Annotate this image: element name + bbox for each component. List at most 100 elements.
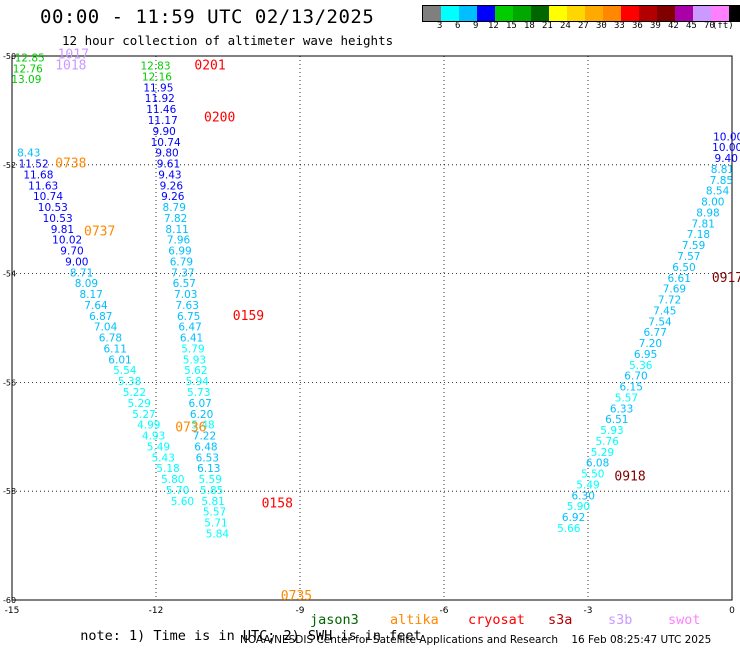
color-legend-label: 70 — [704, 21, 715, 31]
swh-value-label: 6.01 — [108, 354, 131, 366]
swh-value-label: 5.94 — [186, 376, 210, 388]
swh-value-label: 7.54 — [648, 316, 672, 328]
color-legend-label: 42 — [668, 21, 679, 31]
swh-value-label: 8.79 — [163, 202, 186, 214]
swh-value-label: 5.71 — [204, 518, 227, 530]
swh-value-label: 8.81 — [711, 164, 734, 176]
track-time-label: 0738 — [55, 157, 86, 172]
swh-value-label: 6.08 — [586, 458, 609, 470]
color-legend-label: 3 — [437, 21, 443, 31]
swh-value-label: 7.82 — [164, 213, 187, 225]
swh-value-label: 10.74 — [33, 191, 63, 203]
swh-value-label: 9.26 — [161, 191, 185, 203]
y-tick-label: -54 — [3, 270, 16, 279]
x-tick-label: -9 — [296, 606, 305, 616]
swh-value-label: 8.43 — [17, 148, 40, 160]
swh-value-label: 6.70 — [624, 371, 647, 383]
swh-value-label: 5.79 — [181, 343, 204, 355]
swh-value-label: 8.17 — [80, 289, 103, 301]
color-swatch — [675, 6, 693, 21]
swh-value-label: 8.11 — [165, 224, 188, 236]
track-time-label: 0159 — [233, 309, 264, 324]
color-swatch — [711, 6, 729, 21]
swh-value-label: 5.57 — [615, 392, 638, 404]
track-time-label: 0201 — [194, 59, 225, 74]
swh-value-label: 9.70 — [60, 246, 83, 258]
swh-value-label: 9.61 — [157, 159, 180, 171]
swh-value-label: 8.09 — [75, 278, 98, 290]
swh-value-label: 6.07 — [188, 398, 211, 410]
swh-value-label: 6.11 — [104, 343, 127, 355]
color-legend-label: 15 — [506, 21, 517, 31]
color-legend-label: 21 — [542, 21, 553, 31]
satellite-legend-jason3: jason3 — [310, 612, 359, 628]
satellite-legend-altika: altika — [390, 612, 439, 628]
swh-value-label: 11.63 — [28, 180, 58, 192]
swh-value-label: 4.99 — [137, 420, 160, 432]
color-legend-label: 24 — [560, 21, 571, 31]
swh-value-label: 11.46 — [146, 104, 176, 116]
swh-value-label: 6.47 — [178, 322, 201, 334]
swh-value-label: 5.70 — [166, 485, 189, 497]
swh-value-label: 5.18 — [156, 463, 179, 475]
color-swatch — [423, 6, 441, 21]
page-title: 00:00 - 11:59 UTC 02/13/2025 — [40, 6, 375, 28]
swh-value-label: 7.03 — [174, 289, 197, 301]
swh-value-label: 6.79 — [170, 256, 193, 268]
swh-value-label: 6.30 — [572, 490, 595, 502]
swh-value-label: 7.20 — [639, 338, 662, 350]
color-swatch — [459, 6, 477, 21]
swh-value-label: 5.76 — [596, 436, 620, 448]
swh-value-label: 10.53 — [38, 202, 68, 214]
color-swatch — [495, 6, 513, 21]
color-legend-label: 18 — [524, 21, 535, 31]
plot-frame — [11, 55, 733, 601]
swh-value-label: 5.84 — [206, 528, 230, 540]
swh-value-label: 9.00 — [65, 256, 88, 268]
swh-value-label: 10.00 — [712, 142, 740, 154]
swh-value-label: 9.90 — [152, 126, 175, 138]
swh-value-label: 6.53 — [196, 452, 219, 464]
color-swatch — [657, 6, 675, 21]
swh-value-label: 6.95 — [634, 349, 657, 361]
color-swatch — [729, 6, 740, 21]
swh-value-label: 7.64 — [84, 300, 108, 312]
track-time-label: 0735 — [281, 589, 312, 604]
swh-value-label: 9.43 — [158, 169, 181, 181]
swh-value-label: 10.02 — [52, 235, 82, 247]
swh-value-label: 8.71 — [70, 267, 93, 279]
swh-value-label: 5.29 — [591, 447, 614, 459]
swh-value-label: 11.92 — [145, 93, 175, 105]
swh-value-label: 7.18 — [687, 229, 710, 241]
track-time-label: 0200 — [204, 110, 235, 125]
track-time-label: 0917 — [712, 271, 740, 286]
color-legend-label: 12 — [488, 21, 499, 31]
swh-value-label: 6.61 — [668, 273, 691, 285]
color-swatch — [585, 6, 603, 21]
x-tick-label: -3 — [584, 606, 593, 616]
x-tick-label: 0 — [729, 606, 735, 616]
swh-value-label: 6.87 — [89, 311, 112, 323]
swh-value-label: 7.59 — [682, 240, 705, 252]
swh-value-label: 5.22 — [123, 387, 146, 399]
swh-value-label: 5.27 — [132, 409, 155, 421]
swh-value-label: 6.75 — [177, 311, 200, 323]
swh-value-label: 5.73 — [187, 387, 210, 399]
swh-value-label: 6.48 — [194, 441, 217, 453]
swh-value-label: 8.54 — [706, 186, 730, 198]
swh-value-label: 5.59 — [199, 474, 222, 486]
y-tick-label: -52 — [3, 161, 16, 170]
satellite-legend-s3a: s3a — [548, 612, 573, 628]
swh-value-label: 9.40 — [715, 153, 738, 165]
swh-value-label: 12.83 — [140, 61, 170, 73]
color-swatch — [639, 6, 657, 21]
footer-credit: NOAA/NESDIS Center for Satellite Applica… — [240, 634, 712, 646]
swh-value-label: 5.90 — [567, 501, 590, 513]
track-time-label: 0737 — [84, 225, 115, 240]
swh-value-label: 10.53 — [43, 213, 73, 225]
track-time-label: 0736 — [175, 420, 206, 435]
color-legend-label: 9 — [473, 21, 479, 31]
swh-value-label: 5.93 — [183, 354, 206, 366]
swh-value-label: 7.85 — [710, 175, 733, 187]
